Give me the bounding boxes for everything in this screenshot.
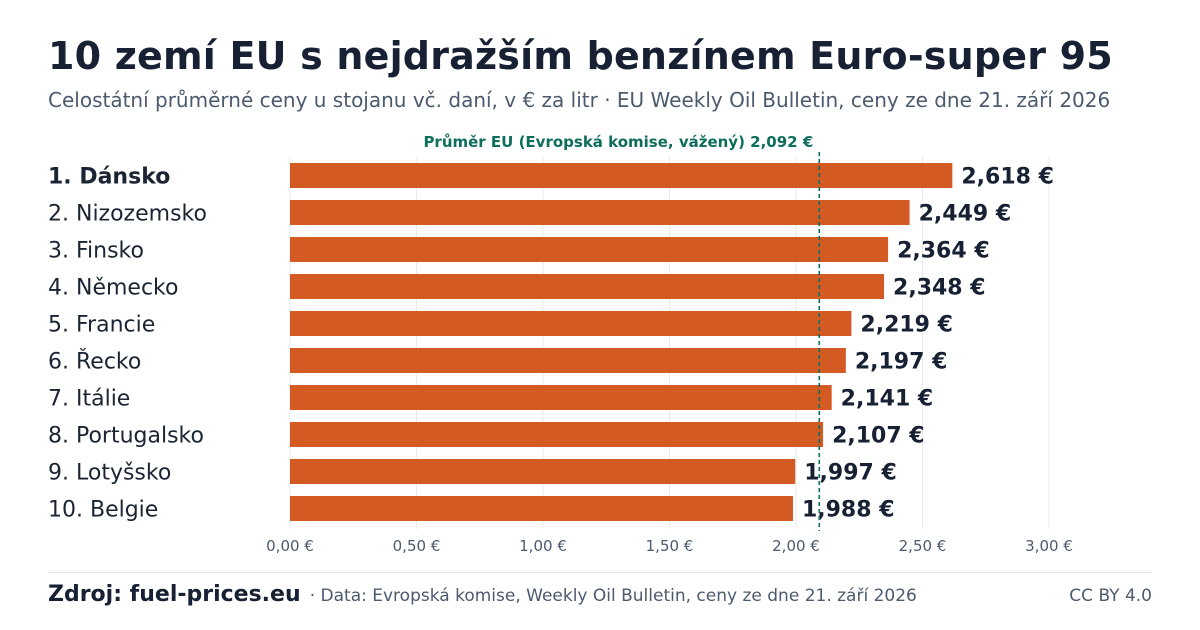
bar bbox=[290, 496, 793, 521]
value-label: 2,364 € bbox=[897, 239, 990, 264]
category-label: 10. Belgie bbox=[48, 498, 158, 523]
eu-average-label: Průměr EU (Evropská komise, vážený) 2,09… bbox=[423, 133, 813, 151]
x-tick-label: 3,00 € bbox=[1025, 537, 1073, 555]
x-tick-label: 0,50 € bbox=[393, 537, 441, 555]
source-label: Zdroj: fuel-prices.eu bbox=[48, 582, 301, 607]
value-label: 2,141 € bbox=[841, 387, 934, 412]
value-label: 2,197 € bbox=[855, 350, 948, 375]
bar bbox=[290, 200, 910, 225]
value-labels: 2,618 € 2,449 € 2,364 € 2,348 € 2,219 € 2,197… bbox=[802, 165, 1054, 523]
bar bbox=[290, 237, 889, 262]
category-label: 8. Portugalsko bbox=[48, 424, 204, 449]
category-label: 3. Finsko bbox=[48, 239, 144, 264]
category-label: 7. Itálie bbox=[48, 387, 130, 412]
value-label: 2,449 € bbox=[919, 202, 1012, 227]
eu-average-reference: Průměr EU (Evropská komise, vážený) 2,09… bbox=[423, 133, 821, 531]
category-label: 1. Dánsko bbox=[48, 165, 170, 190]
x-tick-label: 2,50 € bbox=[899, 537, 947, 555]
bar bbox=[290, 163, 953, 188]
bar bbox=[290, 385, 832, 410]
category-label: 9. Lotyšsko bbox=[48, 461, 171, 486]
value-label: 2,618 € bbox=[961, 165, 1054, 190]
category-labels: 1. Dánsko 2. Nizozemsko 3. Finsko 4. Německ… bbox=[48, 165, 207, 523]
x-tick-label: 1,50 € bbox=[646, 537, 694, 555]
value-label: 2,107 € bbox=[832, 424, 925, 449]
category-label: 4. Německo bbox=[48, 276, 178, 301]
bar bbox=[290, 422, 824, 447]
x-tick-label: 2,00 € bbox=[772, 537, 820, 555]
license-label: CC BY 4.0 bbox=[1069, 586, 1152, 606]
category-label: 6. Řecko bbox=[48, 349, 141, 375]
footer: Zdroj: fuel-prices.eu · Data: Evropská k… bbox=[48, 582, 1152, 612]
bar bbox=[290, 311, 852, 336]
bar bbox=[290, 348, 846, 373]
category-label: 5. Francie bbox=[48, 313, 155, 338]
value-label: 2,348 € bbox=[893, 276, 986, 301]
bar bbox=[290, 274, 885, 299]
footer-divider bbox=[48, 572, 1152, 573]
bars bbox=[290, 163, 953, 521]
bar bbox=[290, 459, 796, 484]
x-tick-label: 0,00 € bbox=[266, 537, 314, 555]
value-label: 2,219 € bbox=[860, 313, 953, 338]
source-note: · Data: Evropská komise, Weekly Oil Bull… bbox=[309, 586, 917, 606]
value-label: 1,988 € bbox=[802, 498, 895, 523]
value-label: 1,997 € bbox=[804, 461, 897, 486]
chart-subtitle: Celostátní průměrné ceny u stojanu vč. d… bbox=[48, 88, 1111, 112]
x-tick-label: 1,00 € bbox=[519, 537, 567, 555]
x-axis-ticks: 0,00 € 0,50 € 1,00 € 1,50 € 2,00 € 2,50 € 3,00… bbox=[266, 537, 1073, 555]
category-label: 2. Nizozemsko bbox=[48, 202, 207, 227]
chart-title: 10 zemí EU s nejdražším benzínem Euro-su… bbox=[48, 34, 1113, 78]
